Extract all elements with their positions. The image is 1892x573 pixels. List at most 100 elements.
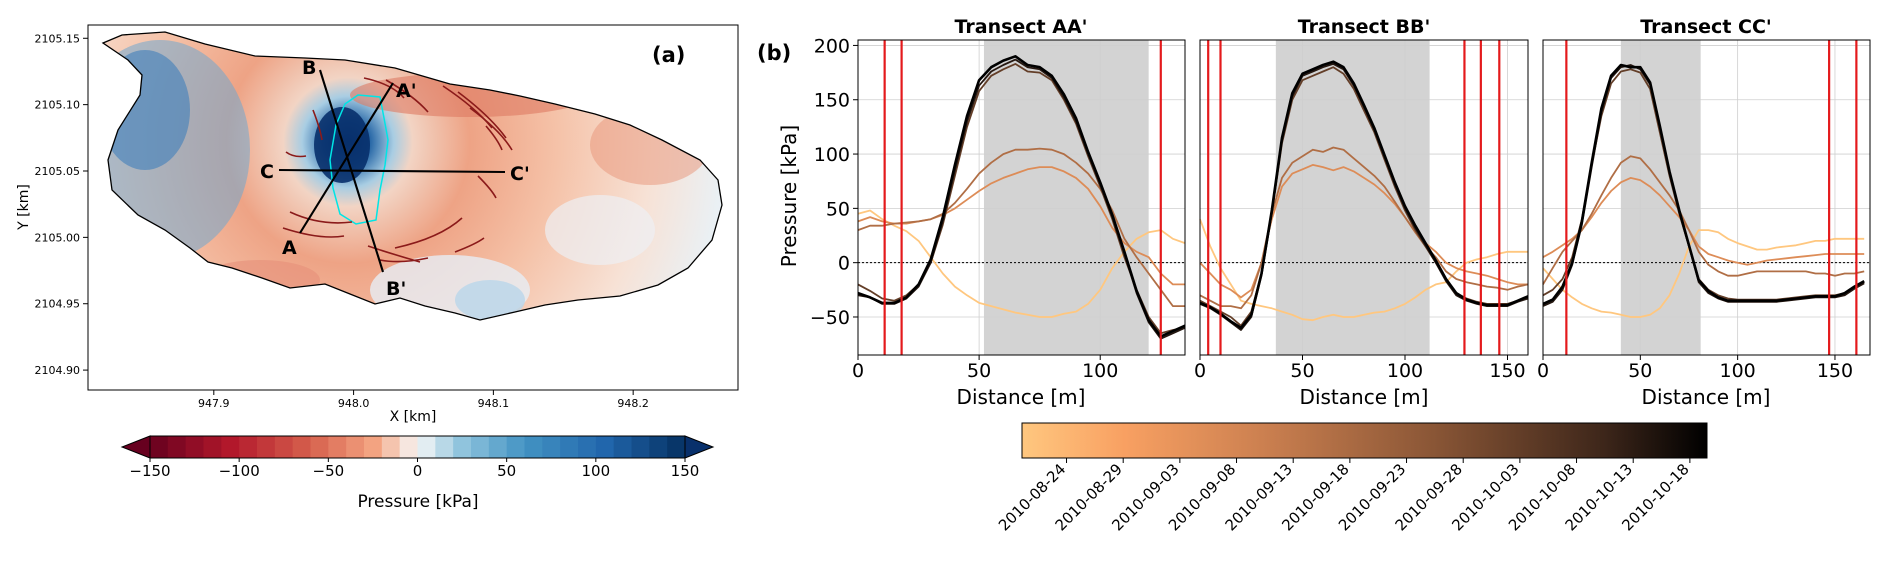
transect-bb-xtick-label: 150 [1489, 360, 1525, 382]
map-xtick-label: 947.9 [198, 397, 230, 410]
pressure-colorbar-extend-high [684, 435, 715, 459]
transect-cc-series-2010-09-08 [1542, 176, 1865, 266]
transect-cc-xtick-label: 50 [1628, 360, 1652, 382]
pressure-colorbar-label: Pressure [kPa] [357, 492, 478, 512]
panel-label-b: (b) [757, 41, 791, 65]
pressure-colorbar-cell [524, 436, 543, 458]
transect-aa-title: Transect AA' [955, 16, 1088, 38]
map-ylabel: Y [km] [16, 184, 32, 231]
pressure-colorbar-cell [310, 436, 329, 458]
pressure-colorbar-cell [417, 436, 436, 458]
transect-cc-xlabel: Distance [m] [1642, 385, 1771, 409]
transects-ylabel: Pressure [kPa] [777, 125, 801, 267]
transect-ytick-label: −50 [810, 307, 850, 329]
map-ticks: 947.9 948.0 948.1 948.2 2104.90 2104.95 2105.0… [35, 32, 649, 410]
fault-traces [282, 77, 513, 263]
label-b-prime: B' [386, 278, 406, 300]
high-pressure-core [314, 107, 370, 183]
pressure-colorbar-cell [560, 436, 579, 458]
map-xtick-label: 948.2 [617, 397, 649, 410]
label-a: A [282, 237, 297, 259]
pressure-colorbar-tick-label: −150 [129, 462, 170, 480]
map-ytick-label: 2105.10 [35, 99, 81, 112]
map-ytick-label: 2105.15 [35, 32, 81, 45]
transect-cc-xtick-label: 0 [1537, 360, 1549, 382]
transect-cc-series-2010-08-24 [1542, 229, 1865, 318]
pressure-colorbar-cell [346, 436, 365, 458]
pressure-colorbar-extend-low [120, 435, 151, 459]
pressure-colorbar-cell [292, 436, 312, 458]
pressure-colorbar-tick-label: −50 [313, 462, 345, 480]
transect-aa-xlabel: Distance [m] [957, 385, 1086, 409]
map-xtick-label: 948.1 [478, 397, 510, 410]
pressure-colorbar-cell [203, 436, 222, 458]
pressure-colorbar-tick-label: 0 [413, 462, 423, 480]
map-ytick-label: 2104.90 [35, 364, 81, 377]
transect-bb-axes: 0 50 100 150 [1194, 39, 1529, 382]
panel-label-a: (a) [652, 43, 685, 67]
transect-aa-frame [857, 39, 1186, 356]
pressure-colorbar-cell [435, 436, 454, 458]
pressure-colorbar-cell [185, 436, 205, 458]
transect-bb-series-2010-09-18 [1199, 146, 1529, 310]
pressure-colorbar-cell [274, 436, 294, 458]
pale-zone-east [545, 195, 655, 265]
pressure-colorbar-cell [542, 436, 561, 458]
transect-cc-background [1543, 40, 1870, 355]
transect-aa-xtick-label: 50 [967, 360, 991, 382]
pressure-colorbar-cell [328, 436, 347, 458]
transect-ytick-label: 100 [814, 144, 850, 166]
transect-cc-line [278, 168, 506, 174]
transect-cc-series-2010-10-18 [1542, 63, 1865, 306]
pressure-colorbar-cell [453, 436, 472, 458]
pressure-colorbar-tick-label: 50 [497, 462, 516, 480]
transect-aa-series-2010-08-24 [857, 209, 1186, 318]
pressure-colorbar-cell [399, 436, 419, 458]
transect-bb-xtick-label: 0 [1194, 360, 1206, 382]
date-colorbar-ramp [1021, 422, 1708, 459]
label-c: C [260, 161, 274, 183]
map-panel: A A' B B' C C' (a) 947.9 948.0 948.1 948.2 2… [16, 24, 739, 425]
transect-cc-series-2010-09-18 [1542, 155, 1865, 285]
transect-cc-frame [1542, 39, 1871, 356]
pressure-colorbar-tick-label: −100 [219, 462, 260, 480]
transect-bb-xtick-label: 50 [1290, 360, 1314, 382]
transect-bb-series-2010-09-08 [1199, 163, 1528, 299]
pressure-colorbar-tick-label: 150 [671, 462, 700, 480]
transect-cc-xtick-label: 150 [1817, 360, 1853, 382]
pressure-colorbar-cell [239, 436, 258, 458]
transect-lines [278, 69, 506, 273]
pressure-colorbar-cell [649, 436, 668, 458]
pressure-colorbar: −150 −100 −50 0 50 100 150 [120, 435, 715, 480]
transect-bb-title: Transect BB' [1298, 16, 1431, 38]
transect-aa-axes: 0 50 100 −50 0 50 100 150 200 [810, 35, 1186, 382]
map-ytick-label: 2105.05 [35, 165, 81, 178]
pressure-colorbar-cell [488, 436, 508, 458]
pressure-colorbar-cell [167, 436, 187, 458]
pressure-colorbar-cell [595, 436, 615, 458]
transect-aa-xtick-label: 0 [852, 360, 864, 382]
transect-plots: 0 50 100 −50 0 50 100 150 200 0 50 100 150 0 50 100 150 [810, 35, 1871, 382]
pressure-colorbar-cell [506, 436, 526, 458]
pressure-colorbar-cell [471, 436, 490, 458]
pressure-colorbar-cell [257, 436, 276, 458]
transect-ytick-label: 150 [814, 90, 850, 112]
label-c-prime: C' [510, 163, 530, 185]
transect-cc-title: Transect CC' [1640, 16, 1771, 38]
pressure-colorbar-cell [613, 436, 633, 458]
pressure-colorbar-cell [150, 436, 169, 458]
domain-outline [101, 31, 723, 321]
map-xtick-label: 948.0 [338, 397, 370, 410]
pressure-colorbar-cell [667, 436, 686, 458]
transect-aa-series-2010-09-18 [857, 147, 1185, 308]
transect-labels: A A' B B' C C' [260, 57, 530, 300]
transect-cc-xtick-label: 100 [1720, 360, 1756, 382]
pressure-colorbar-cell [381, 436, 401, 458]
pressure-colorbar-cell [221, 436, 240, 458]
transect-ytick-label: 0 [838, 253, 850, 275]
transect-ytick-label: 50 [826, 198, 850, 220]
transect-aa-shaded-span [983, 40, 1149, 355]
transect-bb-xlabel: Distance [m] [1300, 385, 1429, 409]
transect-bb-series-2010-10-18 [1199, 60, 1529, 330]
